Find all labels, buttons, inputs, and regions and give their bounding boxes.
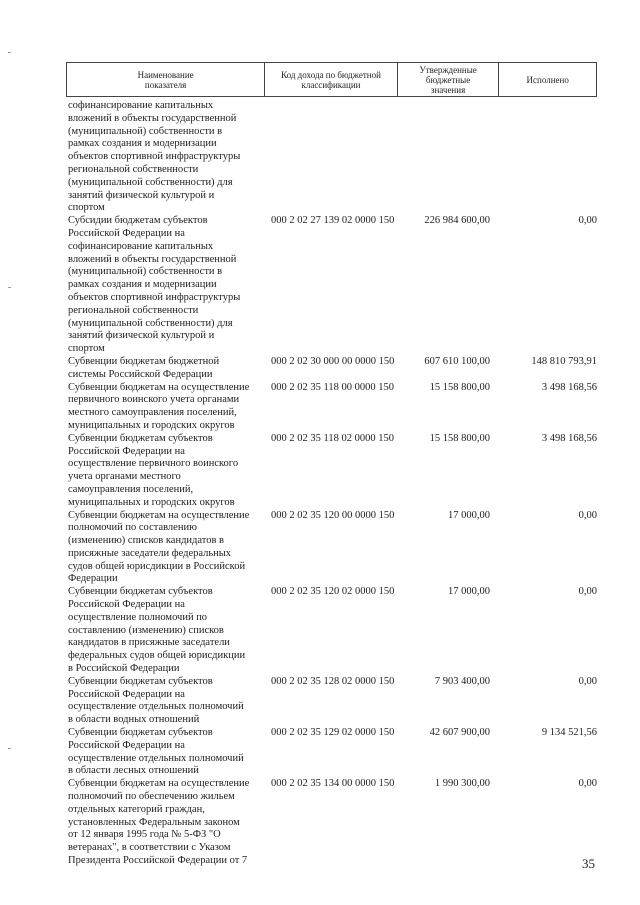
header-executed: Исполнено — [526, 74, 569, 85]
table-row: Субвенции бюджетам на осуществление перв… — [66, 382, 597, 433]
indicator-name: Субвенции бюджетам бюджетной системы Рос… — [68, 355, 220, 380]
approved-value: 607 610 100,00 — [424, 355, 490, 367]
table-row: Субвенции бюджетам субъектов Российской … — [66, 586, 597, 676]
executed-value: 9 134 521,56 — [541, 727, 597, 739]
executed-value: 0,00 — [578, 586, 597, 598]
executed-value: 0,00 — [578, 215, 597, 227]
page-number: 35 — [582, 856, 595, 871]
approved-value: 42 607 900,00 — [429, 727, 490, 739]
executed-value: 0,00 — [578, 778, 597, 790]
income-code: 000 2 02 35 120 02 0000 150 — [271, 586, 395, 598]
indicator-name: Субвенции бюджетам субъектов Российской … — [68, 432, 239, 508]
table-body: софинансирование капитальных вложений в … — [66, 100, 597, 868]
income-code: 000 2 02 35 128 02 0000 150 — [271, 675, 395, 687]
indicator-name: Субвенции бюджетам на осуществление полн… — [68, 778, 250, 867]
indicator-name: Субвенции бюджетам на осуществление полн… — [68, 509, 250, 585]
approved-value: 1 990 300,00 — [434, 778, 490, 790]
approved-value: 226 984 600,00 — [424, 215, 490, 227]
approved-value: 15 158 800,00 — [429, 432, 490, 444]
approved-value: 17 000,00 — [448, 509, 490, 521]
table-row: Субвенции бюджетам на осуществление полн… — [66, 510, 597, 587]
income-code: 000 2 02 35 118 00 0000 150 — [271, 381, 394, 393]
approved-value: 17 000,00 — [448, 586, 490, 598]
approved-value — [398, 100, 500, 215]
executed-value: 148 810 793,91 — [531, 355, 597, 367]
indicator-name: Субвенции бюджетам субъектов Российской … — [68, 586, 246, 675]
table-header: Наименование показателя Код дохода по бю… — [66, 62, 597, 97]
table-row: Субвенции бюджетам субъектов Российской … — [66, 676, 597, 727]
table-row: Субвенции бюджетам субъектов Российской … — [66, 433, 597, 510]
table-row: Субсидии бюджетам субъектов Российской Ф… — [66, 215, 597, 356]
executed-value: 3 498 168,56 — [541, 381, 597, 393]
income-code: 000 2 02 35 134 00 0000 150 — [271, 778, 395, 790]
executed-value — [500, 100, 597, 215]
scan-mark — [8, 748, 11, 749]
approved-value: 7 903 400,00 — [434, 675, 490, 687]
header-name: Наименование показателя — [67, 63, 266, 96]
income-code: 000 2 02 35 118 02 0000 150 — [271, 432, 394, 444]
executed-value: 3 498 168,56 — [541, 432, 597, 444]
indicator-name: Субвенции бюджетам на осуществление перв… — [68, 381, 250, 431]
table-row: Субвенции бюджетам субъектов Российской … — [66, 727, 597, 778]
indicator-name: Субвенции бюджетам субъектов Российской … — [68, 675, 244, 726]
approved-value: 15 158 800,00 — [429, 381, 490, 393]
income-code — [265, 100, 398, 215]
table-row: софинансирование капитальных вложений в … — [66, 100, 597, 215]
executed-value: 0,00 — [578, 509, 597, 521]
executed-value: 0,00 — [578, 675, 597, 687]
header-code: Код дохода по бюджетной классификации — [265, 63, 398, 96]
header-approved: Утвержденные бюджетные значения — [398, 63, 500, 96]
income-code: 000 2 02 30 000 00 0000 150 — [271, 355, 395, 367]
income-code: 000 2 02 35 129 02 0000 150 — [271, 727, 395, 739]
scan-mark — [8, 52, 11, 53]
indicator-name: Субвенции бюджетам субъектов Российской … — [68, 727, 244, 777]
income-code: 000 2 02 27 139 02 0000 150 — [271, 215, 395, 227]
income-code: 000 2 02 35 120 00 0000 150 — [271, 509, 395, 521]
indicator-name: софинансирование капитальных вложений в … — [68, 100, 241, 214]
indicator-name: Субсидии бюджетам субъектов Российской Ф… — [68, 215, 241, 355]
table-row: Субвенции бюджетам бюджетной системы Рос… — [66, 356, 597, 382]
table-row: Субвенции бюджетам на осуществление полн… — [66, 778, 597, 868]
scan-mark — [8, 287, 11, 288]
